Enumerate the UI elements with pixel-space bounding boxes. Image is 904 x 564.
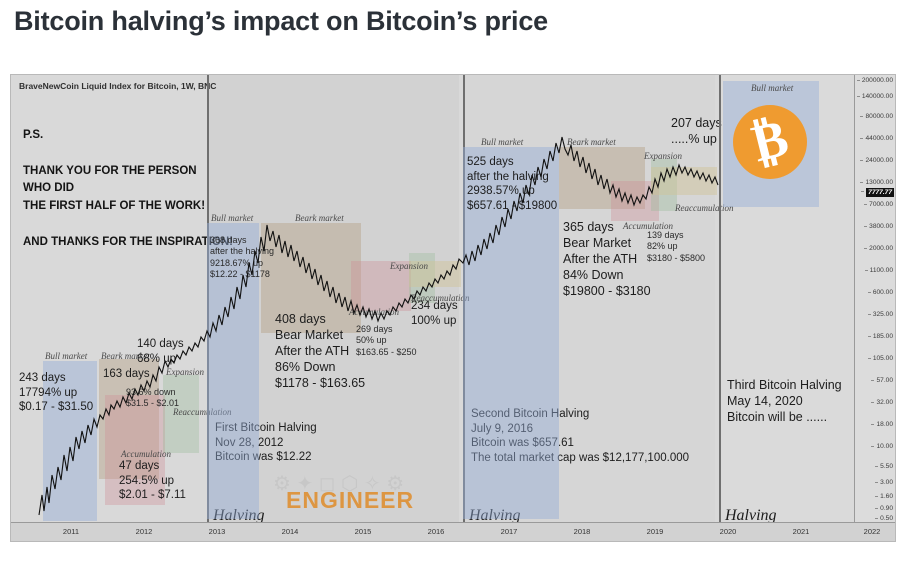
y-tick: 185.00 (867, 333, 893, 340)
x-tick: 2011 (62, 527, 80, 536)
zone-label-expansion-1: Expansion (166, 367, 204, 377)
y-tick-highlighted: 7777.77 (861, 188, 894, 197)
y-tick: 5.50 (875, 463, 893, 470)
zone-expansion-2 (409, 253, 435, 303)
zone-label-bull-3: Bull market (481, 137, 524, 147)
halving-line-1 (207, 75, 209, 523)
time-axis: 2011 2012 2013 2014 2015 2016 2017 2018 … (11, 522, 895, 541)
zone-label-reaccumulation-3: Reaccumulation (675, 203, 734, 213)
annotation-halving-1: First Bitcoin Halving Nov 28, 2012 Bitco… (215, 422, 317, 464)
y-tick: 2000.00 (864, 245, 893, 252)
x-tick: 2013 (208, 527, 226, 536)
zone-accumulation-2 (351, 261, 411, 311)
zone-label-accumulation-2: Accumulation (349, 307, 399, 317)
y-tick: 105.00 (867, 355, 893, 362)
y-tick: 32.00 (871, 399, 893, 406)
annotation-bear-1: 163 days (103, 368, 150, 380)
x-tick: 2020 (719, 527, 737, 536)
zone-bull-3 (463, 147, 559, 519)
page-title: Bitcoin halving’s impact on Bitcoin’s pr… (14, 6, 548, 36)
zone-label-reaccumulation-2: Reaccumulation (411, 293, 470, 303)
y-tick: 57.00 (871, 377, 893, 384)
watermark-engineer: ENGINEER (286, 487, 415, 513)
y-tick: 325.00 (867, 311, 893, 318)
y-tick: 200000.00 (856, 77, 893, 84)
halving-line-2 (463, 75, 465, 523)
annotation-expansion-1: 140 days 68% up (137, 338, 184, 365)
halving-word-1: Halving (213, 507, 265, 524)
watermark-background-icon: ⚙ ✦ ◻ ⬡ ✧ ⚙ (273, 473, 405, 495)
y-tick: 0.50 (875, 515, 893, 522)
zone-accumulation-1 (105, 395, 165, 505)
y-tick: 44000.00 (860, 135, 893, 142)
zone-label-reaccumulation-1: Reaccumulation (173, 407, 232, 417)
y-tick: 18.00 (871, 421, 893, 428)
zone-label-bear-2: Beark market (295, 213, 344, 223)
ps-note: P.S. THANK YOU FOR THE PERSON WHO DID TH… (23, 129, 233, 248)
y-tick: 7000.00 (864, 201, 893, 208)
zone-label-expansion-2: Expansion (390, 261, 428, 271)
x-tick: 2017 (500, 527, 518, 536)
y-tick: 600.00 (867, 289, 893, 296)
x-tick: 2021 (792, 527, 810, 536)
y-tick: 3800.00 (864, 223, 893, 230)
zone-label-bull-2: Bull market (211, 213, 254, 223)
bitcoin-logo-icon: ₿ (733, 105, 807, 179)
period-panel-2 (207, 75, 459, 541)
annotation-bull-3: 525 days after the halving 2938.57% up $… (467, 156, 558, 213)
annotation-halving-3: Third Bitcoin Halving May 14, 2020 Bitco… (727, 378, 842, 424)
bitcoin-halving-chart: BraveNewCoin Liquid Index for Bitcoin, 1… (10, 74, 896, 542)
y-tick: 0.90 (875, 505, 893, 512)
halving-word-3: Halving (725, 507, 777, 524)
halving-line-3 (719, 75, 721, 523)
y-tick: 24000.00 (860, 157, 893, 164)
y-tick: 3.00 (875, 479, 893, 486)
annotation-halving-2: Second Bitcoin Halving July 9, 2016 Bitc… (471, 408, 690, 465)
zone-label-accumulation-1: Accumulation (121, 449, 171, 459)
annotation-bull-1: 243 days 17794% up $0.17 - $31.50 (19, 372, 94, 414)
zone-bull-2 (207, 223, 259, 519)
x-tick: 2022 (863, 527, 881, 536)
x-tick: 2019 (646, 527, 664, 536)
y-tick: 80000.00 (860, 113, 893, 120)
annotation-accumulation-1: 47 days 254.5% up $2.01 - $7.11 (119, 460, 186, 502)
annotation-accumulation-2: 269 days 50% up $163.65 - $250 (356, 324, 417, 357)
y-tick: 1100.00 (864, 267, 893, 274)
annotation-bear-2: 408 days Bear Market After the ATH 86% D… (275, 312, 366, 390)
halving-word-2: Halving (469, 507, 521, 524)
zone-label-bull-4: Bull market (751, 83, 794, 93)
y-tick: 10.00 (871, 443, 893, 450)
zone-label-accumulation-3: Accumulation (623, 221, 673, 231)
price-line (38, 136, 719, 516)
zone-bull-1 (43, 361, 97, 521)
y-tick: 140000.00 (856, 93, 893, 100)
y-tick: 13000.00 (860, 179, 893, 186)
annotation-bear-3: 365 days Bear Market After the ATH 84% D… (563, 220, 651, 298)
zone-expansion-1 (163, 375, 199, 453)
x-tick: 2014 (281, 527, 299, 536)
zone-label-bull-1: Bull market (45, 351, 88, 361)
x-tick: 2015 (354, 527, 372, 536)
zone-label-bear-3: Beark market (567, 137, 616, 147)
x-tick: 2018 (573, 527, 591, 536)
zone-label-bear-1: Beark market (101, 351, 150, 361)
y-tick: 1.60 (875, 493, 893, 500)
period-panel-3 (463, 75, 715, 541)
price-axis: 200000.00 140000.00 80000.00 44000.00 24… (854, 75, 895, 541)
annotation-accumulation-3: 139 days 82% up $3180 - $5800 (647, 230, 706, 263)
zone-bear-1 (99, 359, 159, 479)
chart-source-label: BraveNewCoin Liquid Index for Bitcoin, 1… (19, 81, 217, 91)
x-tick: 2012 (135, 527, 153, 536)
annotation-expansion-3: 207 days .....% up (671, 116, 722, 146)
zone-label-expansion-3: Expansion (644, 151, 682, 161)
x-tick: 2016 (427, 527, 445, 536)
annotation-expansion-2: 234 days 100% up (411, 300, 458, 327)
